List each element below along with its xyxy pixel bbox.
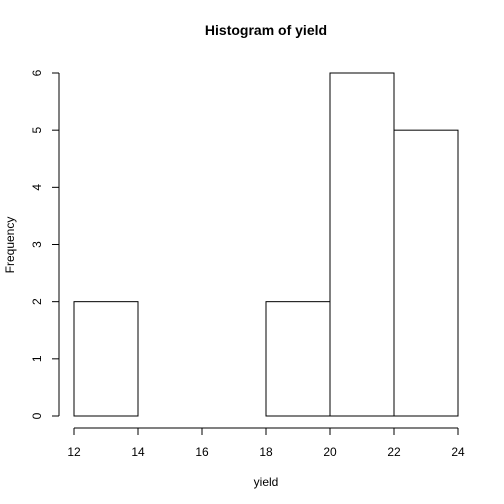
y-tick-label-6: 6 bbox=[30, 69, 44, 76]
x-tick-label-0: 12 bbox=[67, 445, 81, 459]
x-tick-label-5: 22 bbox=[387, 445, 401, 459]
y-tick-label-3: 3 bbox=[30, 241, 44, 248]
y-tick-label-4: 4 bbox=[30, 184, 44, 191]
y-axis: 0 1 2 3 4 5 6 bbox=[30, 69, 60, 419]
bars-group bbox=[73, 72, 459, 417]
x-axis-label: yield bbox=[254, 475, 279, 489]
y-tick-label-2: 2 bbox=[30, 298, 44, 305]
y-tick-label-5: 5 bbox=[30, 127, 44, 134]
x-axis: 12 14 16 18 20 22 24 bbox=[67, 427, 465, 459]
histogram-bar-0 bbox=[73, 301, 139, 417]
x-tick-label-4: 20 bbox=[323, 445, 337, 459]
y-axis-label: Frequency bbox=[3, 217, 17, 274]
histogram-bar-3 bbox=[265, 301, 331, 417]
x-tick-label-2: 16 bbox=[195, 445, 209, 459]
x-tick-label-3: 18 bbox=[259, 445, 273, 459]
histogram-bar-4 bbox=[329, 72, 395, 417]
y-tick-label-1: 1 bbox=[30, 355, 44, 362]
chart-title: Histogram of yield bbox=[205, 22, 327, 38]
y-tick-label-0: 0 bbox=[30, 412, 44, 419]
histogram-bar-5 bbox=[393, 129, 459, 417]
x-tick-label-6: 24 bbox=[451, 445, 465, 459]
x-tick-label-1: 14 bbox=[131, 445, 145, 459]
